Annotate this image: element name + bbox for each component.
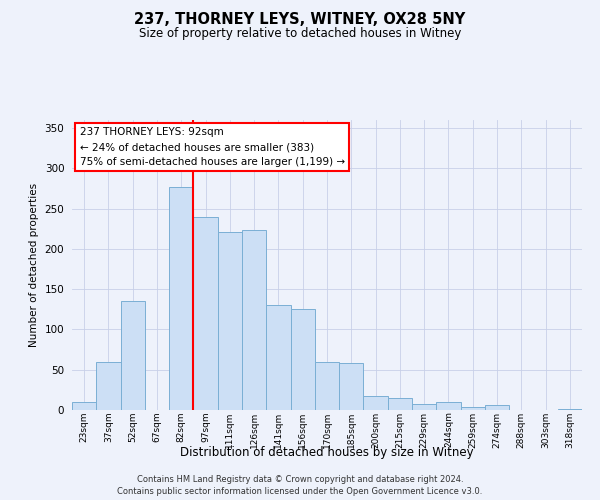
Bar — [96, 362, 121, 410]
Bar — [290, 310, 315, 410]
Text: Size of property relative to detached houses in Witney: Size of property relative to detached ho… — [139, 28, 461, 40]
Bar — [412, 404, 436, 410]
Bar — [388, 398, 412, 410]
Bar — [121, 301, 145, 410]
Text: 237 THORNEY LEYS: 92sqm
← 24% of detached houses are smaller (383)
75% of semi-d: 237 THORNEY LEYS: 92sqm ← 24% of detache… — [80, 127, 345, 167]
Bar — [364, 396, 388, 410]
Bar — [266, 306, 290, 410]
Bar — [169, 187, 193, 410]
Text: Contains HM Land Registry data © Crown copyright and database right 2024.: Contains HM Land Registry data © Crown c… — [137, 474, 463, 484]
Text: Contains public sector information licensed under the Open Government Licence v3: Contains public sector information licen… — [118, 486, 482, 496]
Bar — [461, 407, 485, 410]
Bar — [558, 409, 582, 410]
Bar — [485, 405, 509, 410]
Bar — [193, 216, 218, 410]
Bar — [339, 364, 364, 410]
Bar — [315, 362, 339, 410]
Y-axis label: Number of detached properties: Number of detached properties — [29, 183, 39, 347]
Bar — [242, 230, 266, 410]
Bar — [218, 232, 242, 410]
Text: 237, THORNEY LEYS, WITNEY, OX28 5NY: 237, THORNEY LEYS, WITNEY, OX28 5NY — [134, 12, 466, 28]
Bar — [72, 402, 96, 410]
Bar — [436, 402, 461, 410]
Text: Distribution of detached houses by size in Witney: Distribution of detached houses by size … — [180, 446, 474, 459]
